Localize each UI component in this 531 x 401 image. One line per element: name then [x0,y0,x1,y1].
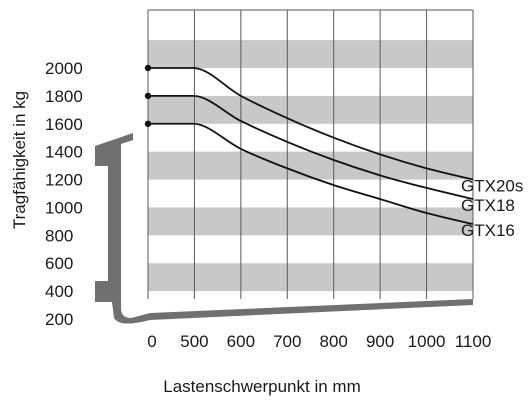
series-label: GTX18 [461,196,515,215]
y-tick-label: 1600 [45,115,83,134]
x-tick-label: 900 [366,332,394,351]
y-axis-label: Tragfähigkeit in kg [10,91,29,229]
grid-band [148,151,473,180]
grid-band [148,263,473,292]
chart-bands [148,40,473,292]
y-tick-label: 1800 [45,87,83,106]
y-tick-label: 2000 [45,59,83,78]
x-tick-label: 1100 [455,332,492,351]
x-axis-label: Lastenschwerpunkt in mm [163,377,360,396]
series-start-point [144,120,152,127]
y-tick-label: 600 [45,254,73,273]
x-tick-label: 0 [147,332,156,351]
x-tick-label: 1000 [408,332,446,351]
grid-band [148,95,473,124]
x-tick-label: 800 [320,332,348,351]
series-line [148,122,474,226]
x-tick-labels: 0 500 600 700 800 900 1000 1100 [147,332,491,351]
grid-band [148,207,473,236]
x-tick-label: 700 [273,332,301,351]
series-line [148,67,474,181]
series-line [148,94,474,200]
y-tick-label: 200 [45,310,73,329]
y-tick-label: 800 [45,226,73,245]
y-tick-label: 1000 [45,198,83,217]
fork-shape [95,133,473,324]
series-start-point [144,64,152,72]
x-tick-label: 600 [227,332,255,351]
y-tick-label: 400 [45,282,73,301]
y-tick-label: 1400 [45,143,83,162]
grid-band [148,40,473,68]
fork-illustration [95,133,473,324]
series-label: GTX16 [461,221,515,240]
y-tick-label: 1200 [45,171,83,190]
series-start-point [144,92,152,100]
x-tick-label: 500 [180,332,208,351]
series-label: GTX20s [461,177,523,196]
y-tick-labels: 200 400 600 800 1000 1200 1400 1600 1800 2000 [45,59,83,329]
